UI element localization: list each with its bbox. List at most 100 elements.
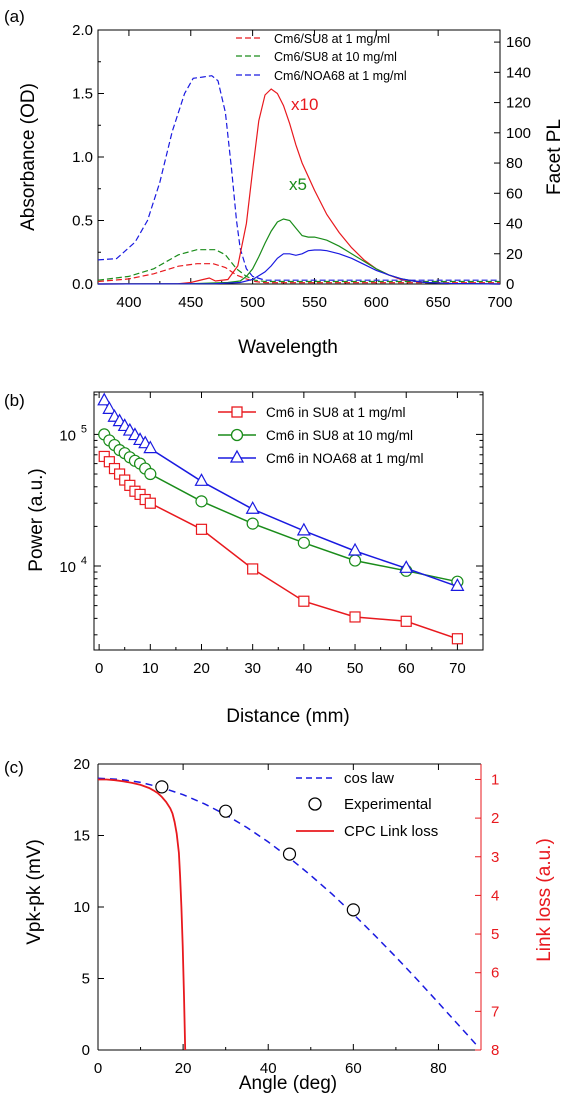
panel-b-y-tick-exponent: 4	[81, 555, 87, 567]
panel-b-y-tick-base: 10	[59, 427, 76, 444]
panel-a-x-tick-label: 450	[178, 294, 203, 311]
legend-c-label-3: CPC Link loss	[344, 823, 438, 840]
panel-b-x-tick-label: 60	[398, 660, 415, 677]
annotation-x5: x5	[289, 175, 307, 194]
panel-c-right-tick-label: 8	[491, 1042, 499, 1059]
panel-a-right-tick-label: 20	[506, 246, 523, 263]
panel-a-series-blue-solid	[97, 249, 501, 285]
panel-a-y-tick-label: 1.5	[72, 86, 93, 103]
panel-b-point-circle	[348, 554, 362, 567]
panel-b: (b) Power (a.u.) Distance (mm) Cm6 in SU…	[4, 391, 424, 727]
legend-c-label-1: cos law	[344, 770, 394, 787]
panel-c-series-link-loss	[98, 778, 187, 1051]
legend-a-label-3: Cm6/NOA68 at 1 mg/ml	[274, 69, 407, 83]
panel-a-x-tick-label: 650	[426, 294, 451, 311]
legend-b-marker-square	[231, 406, 243, 418]
panel-b-point-square	[144, 497, 156, 509]
panel-a-right-tick-label: 60	[506, 185, 523, 202]
panel-b-x-axis-label: Distance (mm)	[226, 706, 350, 727]
panel-a-x-tick-label: 400	[116, 294, 141, 311]
legend-b-marker-circle	[230, 428, 244, 442]
panel-b-point-triangle	[348, 542, 363, 556]
panel-a-right-tick-label: 160	[506, 34, 531, 51]
panel-b-x-tick-label: 10	[142, 660, 159, 677]
panel-b-point-square	[400, 615, 412, 627]
panel-b-point-triangle	[97, 392, 112, 406]
panel-b-x-tick-label: 70	[449, 660, 466, 677]
panel-a-label: (a)	[4, 7, 25, 26]
panel-a-right-axis-label: Facet PL	[544, 119, 565, 195]
panel-b-point-circle	[246, 517, 259, 530]
panel-a-y-tick-label: 0.0	[72, 276, 93, 293]
panel-b-legend: Cm6 in SU8 at 1 mg/ml Cm6 in SU8 at 10 m…	[218, 405, 424, 466]
panel-b-point-triangle	[245, 500, 260, 514]
panel-b-x-tick-label: 30	[244, 660, 261, 677]
panel-c-point-experimental	[219, 804, 233, 818]
panel-b-x-tick-label: 20	[193, 660, 210, 677]
panel-c-y-axis-label: Vpk-pk (mV)	[24, 839, 45, 945]
panel-b-point-square	[298, 595, 310, 607]
panel-c-y-tick-label: 5	[82, 971, 90, 988]
panel-a-right-tick-label: 140	[506, 64, 531, 81]
panel-c-right-tick-label: 3	[491, 849, 499, 866]
panel-a-y-tick-label: 1.0	[72, 149, 93, 166]
panel-c-x-tick-label: 40	[260, 1060, 277, 1077]
panel-b-point-circle	[297, 536, 310, 549]
panel-b-plot-frame	[93, 391, 484, 651]
legend-b-marker-triangle	[229, 449, 245, 463]
panel-a-x-tick-label: 600	[364, 294, 389, 311]
panel-b-y-tick-exponent: 5	[81, 423, 87, 435]
panel-c-x-tick-label: 0	[94, 1060, 102, 1077]
panel-c-x-tick-label: 60	[345, 1060, 362, 1077]
panel-a-right-tick-label: 100	[506, 125, 531, 142]
panel-c-series-cos-law	[97, 777, 480, 1049]
panel-a-right-tick-label: 120	[506, 95, 531, 112]
panel-c-point-experimental	[346, 903, 360, 917]
panel-c-y-tick-label: 15	[73, 828, 90, 845]
panel-c-point-experimental	[155, 780, 169, 794]
panel-c-right-axis-label: Link loss (a.u.)	[534, 838, 555, 962]
panel-c-legend: cos law Experimental CPC Link loss	[296, 770, 438, 840]
legend-b-label-2: Cm6 in SU8 at 10 mg/ml	[266, 428, 413, 443]
panel-b-x-tick-label: 40	[296, 660, 313, 677]
panel-c-y-tick-label: 0	[82, 1042, 90, 1059]
panel-a-right-tick-label: 40	[506, 216, 523, 233]
legend-b-label-1: Cm6 in SU8 at 1 mg/ml	[266, 405, 406, 420]
legend-a-label-2: Cm6/SU8 at 10 mg/ml	[274, 50, 397, 64]
panel-b-series-line-red	[103, 455, 458, 640]
panel-b-point-circle	[195, 495, 208, 508]
annotation-x10: x10	[291, 95, 318, 114]
panel-a-y-tick-label: 2.0	[72, 22, 93, 39]
panel-c-label: (c)	[4, 758, 24, 777]
legend-c-label-2: Experimental	[344, 796, 432, 813]
panel-b-y-tick-label: 10	[59, 559, 76, 576]
panel-b-point-triangle	[102, 401, 117, 414]
panel-c-x-tick-label: 20	[175, 1060, 192, 1077]
panel-a: (a) Absorbance (OD) Facet PL Wavelength …	[4, 7, 565, 358]
panel-c-right-tick-label: 7	[491, 1003, 499, 1020]
panel-c-right-tick-label: 4	[491, 887, 499, 904]
panel-b-y-axis-label: Power (a.u.)	[26, 468, 47, 571]
panel-b-point-triangle	[143, 440, 158, 454]
panel-a-right-tick-label: 80	[506, 155, 523, 172]
panel-c-y-tick-label: 10	[73, 899, 90, 916]
panel-b-point-circle	[144, 467, 157, 481]
panel-a-series-green-dashed	[97, 249, 500, 283]
panel-b-point-triangle	[296, 522, 311, 536]
panel-a-legend: Cm6/SU8 at 1 mg/ml Cm6/SU8 at 10 mg/ml C…	[236, 32, 407, 83]
panel-a-series-red-dashed	[97, 263, 500, 284]
legend-b-label-3: Cm6 in NOA68 at 1 mg/ml	[266, 451, 424, 466]
panel-a-x-tick-label: 700	[487, 294, 512, 311]
legend-a-label-1: Cm6/SU8 at 1 mg/ml	[274, 32, 390, 46]
panel-a-y-tick-label: 0.5	[72, 213, 93, 230]
panel-c-y-tick-label: 20	[73, 756, 90, 773]
panel-b-point-square	[349, 611, 361, 623]
panel-b-y-tick-base: 10	[59, 559, 76, 576]
panel-c-right-tick-label: 1	[491, 771, 499, 788]
panel-b-point-triangle	[450, 578, 465, 591]
legend-c-marker-circle	[308, 797, 322, 811]
panel-a-x-tick-label: 500	[240, 294, 265, 311]
panel-a-right-tick-label: 0	[506, 276, 514, 293]
panel-a-y-axis-label: Absorbance (OD)	[18, 83, 39, 231]
